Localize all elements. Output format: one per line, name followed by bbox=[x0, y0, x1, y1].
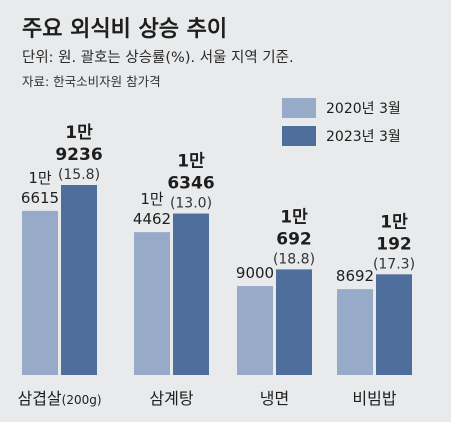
legend-swatch-0 bbox=[282, 98, 316, 118]
bar-1-1 bbox=[173, 213, 209, 375]
value-label-0-0-0: 1만 bbox=[28, 169, 52, 187]
value-label-0-3-0: 8692 bbox=[336, 267, 374, 285]
value-label-1-2-1: 692 bbox=[276, 229, 312, 249]
legend-label-1: 2023년 3월 bbox=[326, 129, 401, 145]
value-label-0-2-0: 9000 bbox=[236, 264, 274, 282]
bar-0-2 bbox=[237, 286, 273, 375]
chart-subtitle: 단위: 원. 괄호는 상승률(%). 서울 지역 기준. bbox=[22, 49, 294, 66]
category-label-1: 삼계탕 bbox=[149, 389, 193, 408]
category-labels: 삼겹살(200g) 삼계탕 냉면 비빔밥 bbox=[17, 389, 396, 408]
change-label-1: (13.0) bbox=[170, 196, 212, 212]
value-label-1-3-1: 192 bbox=[376, 234, 412, 254]
value-label-1-3-0: 1만 bbox=[380, 212, 408, 232]
legend-label-0: 2020년 3월 bbox=[326, 101, 401, 117]
change-label-2: (18.8) bbox=[273, 251, 315, 267]
chart-source: 자료: 한국소비자원 참가격 bbox=[22, 74, 161, 89]
bar-1-0 bbox=[61, 185, 97, 375]
change-label-0: (15.8) bbox=[58, 167, 100, 183]
bar-1-3 bbox=[376, 274, 412, 375]
category-label-2: 냉면 bbox=[260, 389, 289, 408]
value-label-0-0-1: 6615 bbox=[21, 189, 59, 207]
value-label-1-1-0: 1만 bbox=[177, 152, 205, 172]
value-label-1-0-0: 1만 bbox=[65, 123, 93, 143]
category-label-3: 비빔밥 bbox=[352, 389, 396, 408]
value-label-1-0-1: 9236 bbox=[55, 145, 102, 165]
chart-title: 주요 외식비 상승 추이 bbox=[22, 17, 227, 42]
category-label-0: 삼겹살(200g) bbox=[17, 389, 101, 408]
value-label-1-1-1: 6346 bbox=[167, 174, 214, 194]
value-label-0-1-1: 4462 bbox=[133, 210, 171, 228]
change-label-3: (17.3) bbox=[373, 256, 415, 272]
bar-1-2 bbox=[276, 269, 312, 375]
bar-0-3 bbox=[337, 289, 373, 375]
bar-0-0 bbox=[22, 210, 58, 375]
value-label-0-1-0: 1만 bbox=[140, 190, 164, 208]
value-label-1-2-0: 1만 bbox=[280, 207, 308, 227]
bars-group bbox=[22, 185, 412, 375]
bar-0-1 bbox=[134, 232, 170, 375]
legend-swatch-1 bbox=[282, 126, 316, 146]
legend: 2020년 3월 2023년 3월 bbox=[282, 98, 401, 146]
